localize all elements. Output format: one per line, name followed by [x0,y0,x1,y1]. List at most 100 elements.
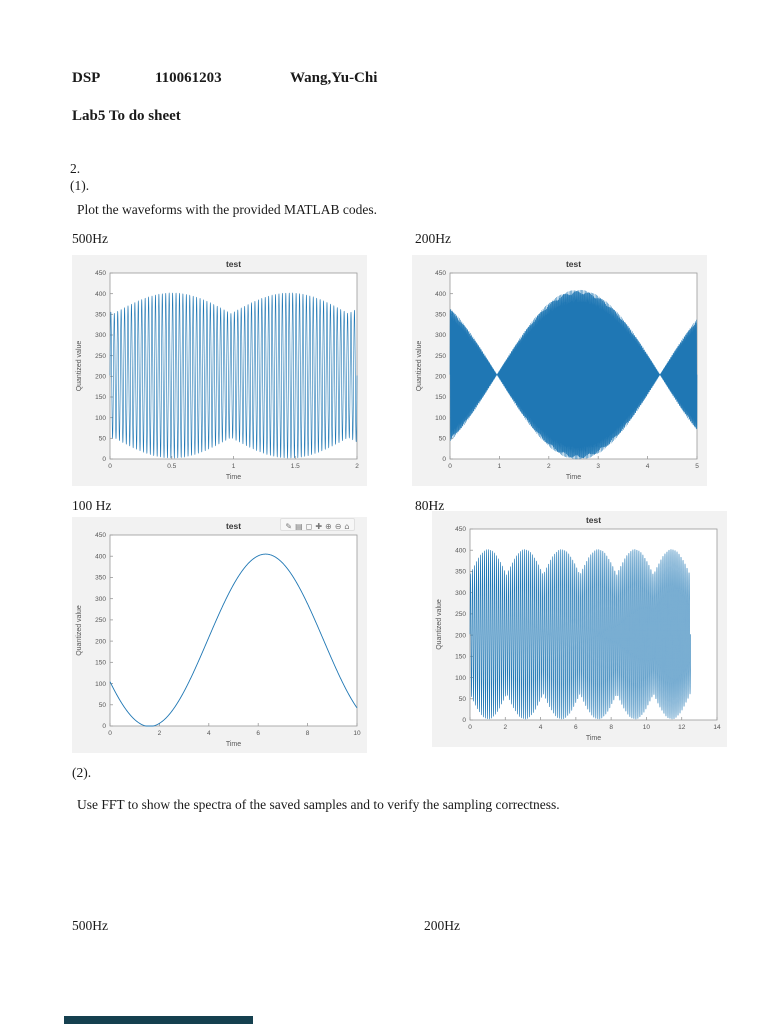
svg-text:Time: Time [226,741,241,748]
svg-text:450: 450 [455,526,466,533]
cropped-figure-titlebar [64,1016,253,1024]
svg-text:2: 2 [547,463,551,470]
zoom-out-icon: ⊖ [334,522,342,531]
svg-text:0: 0 [448,463,452,470]
svg-text:100: 100 [95,415,106,422]
svg-text:4: 4 [207,730,211,737]
svg-text:350: 350 [435,312,446,319]
svg-text:150: 150 [95,394,106,401]
svg-text:Quantized value: Quantized value [416,341,423,392]
svg-text:250: 250 [435,353,446,360]
chart-canvas: 0 2 4 6 8 10 12 14 0 50 100 150 200 250 300 350 400 450 te… [436,515,721,742]
svg-text:50: 50 [439,436,447,443]
svg-text:Quantized value: Quantized value [436,599,443,650]
svg-text:400: 400 [95,291,106,298]
svg-text:test: test [226,521,241,531]
matlab-axes-toolbar: ✎ ▤ ◻ ✚ ⊕ ⊖ ⌂ [279,518,355,531]
svg-text:0: 0 [468,724,472,731]
svg-text:100: 100 [455,675,466,682]
svg-text:200: 200 [95,374,106,381]
svg-text:test: test [566,259,581,269]
svg-text:450: 450 [435,270,446,277]
restore-view-icon: ⌂ [344,522,350,531]
svg-text:Time: Time [586,735,601,742]
svg-text:0: 0 [442,456,446,463]
svg-text:50: 50 [99,436,107,443]
svg-text:0: 0 [462,717,466,724]
chart-canvas: 0 1 2 3 4 5050100150200250300350400450testTim… [416,259,699,481]
svg-text:0: 0 [102,456,106,463]
svg-text:350: 350 [455,569,466,576]
svg-text:450: 450 [95,532,106,539]
svg-text:100: 100 [435,415,446,422]
svg-text:5: 5 [695,463,699,470]
svg-text:Quantized value: Quantized value [76,341,83,392]
fft-label-500hz: 500Hz [72,918,108,933]
lab-title: Lab5 To do sheet [72,108,181,124]
matlab-figure-100hz: ✎ ▤ ◻ ✚ ⊕ ⊖ ⌂ 0 2 4 6 8 10 0 50 100 150 200 250 300 350 400 4… [72,517,367,753]
svg-text:4: 4 [646,463,650,470]
freq-label-500hz: 500Hz [72,231,108,246]
svg-text:50: 50 [459,696,467,703]
svg-text:0: 0 [108,730,112,737]
part1-instruction: Plot the waveforms with the provided MAT… [77,202,377,217]
svg-text:6: 6 [574,724,578,731]
svg-text:10: 10 [643,724,651,731]
chart-canvas: 0 2 4 6 8 10050100150200250300350400450testTi… [76,521,361,748]
matlab-figure-200hz: 0 1 2 3 4 5 0 50 100 150 200 250 300 350 400 450 test Tim… [412,255,707,486]
svg-text:14: 14 [713,724,721,731]
svg-text:250: 250 [95,353,106,360]
svg-text:0: 0 [102,723,106,730]
svg-text:200: 200 [455,632,466,639]
svg-text:150: 150 [95,660,106,667]
svg-text:300: 300 [95,332,106,339]
svg-text:100: 100 [95,681,106,688]
freq-label-80hz: 80Hz [415,498,445,513]
freq-label-200hz: 200Hz [415,231,451,246]
svg-text:350: 350 [95,575,106,582]
svg-text:400: 400 [435,291,446,298]
svg-text:Time: Time [566,474,581,481]
course-name: DSP [72,70,101,86]
matlab-figure-80hz: 0 2 4 6 8 10 12 14 0 50 100 150 200 250 300 350 400 450 te… [432,511,727,747]
svg-text:450: 450 [95,270,106,277]
svg-text:1: 1 [498,463,502,470]
svg-text:300: 300 [455,590,466,597]
freq-label-100hz: 100 Hz [72,498,112,513]
svg-text:250: 250 [95,617,106,624]
part1-number: (1). [70,178,90,193]
svg-text:8: 8 [306,730,310,737]
svg-text:400: 400 [455,547,466,554]
svg-text:250: 250 [455,611,466,618]
svg-text:4: 4 [539,724,543,731]
part2-number: (2). [72,765,92,780]
svg-text:2: 2 [355,463,359,470]
svg-text:2: 2 [158,730,162,737]
svg-text:0.5: 0.5 [167,463,176,470]
svg-text:300: 300 [435,332,446,339]
section-number: 2. [70,161,81,176]
rotate-icon: ◻ [305,522,313,531]
svg-text:test: test [586,515,601,525]
zoom-in-icon: ⊕ [325,522,332,531]
fft-label-200hz: 200Hz [424,918,460,933]
svg-text:6: 6 [256,730,260,737]
svg-text:3: 3 [596,463,600,470]
student-id: 110061203 [155,70,222,86]
chart-canvas: 0 0.5 1 1.5 2 0 50 100 150 200 250 300 350 400 450 test… [76,259,359,481]
svg-text:150: 150 [455,654,466,661]
svg-text:350: 350 [95,312,106,319]
part2-instruction: Use FFT to show the spectra of the saved… [77,797,560,812]
svg-text:300: 300 [95,596,106,603]
svg-text:Time: Time [226,474,241,481]
svg-text:8: 8 [609,724,613,731]
svg-text:Quantized value: Quantized value [76,605,83,656]
svg-text:150: 150 [435,394,446,401]
brush-icon: ✎ [285,522,293,531]
svg-text:test: test [226,259,241,269]
svg-text:1.5: 1.5 [291,463,300,470]
svg-text:200: 200 [95,638,106,645]
svg-text:400: 400 [95,553,106,560]
svg-text:0: 0 [108,463,112,470]
svg-text:50: 50 [99,702,107,709]
